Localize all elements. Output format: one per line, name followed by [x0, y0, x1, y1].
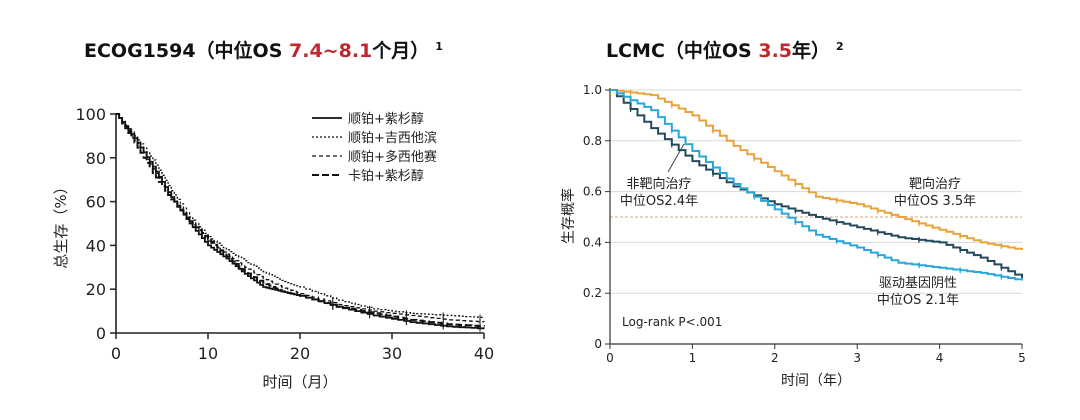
left-x-tick-label: 20: [290, 344, 310, 363]
legend-label-4: 卡铂+紫杉醇: [348, 168, 424, 184]
label-targeted-line1: 靶向治疗: [909, 176, 961, 192]
logrank-annotation: Log-rank P<.001: [622, 315, 722, 329]
left-title-prefix: ECOG1594（中位OS: [84, 40, 290, 62]
series-line-driver_negative: [610, 89, 1023, 281]
right-y-tick-label: 0.8: [583, 134, 602, 148]
right-x-tick-label: 0: [606, 351, 614, 365]
label-targeted-line2: 中位OS 3.5年: [894, 194, 976, 209]
logrank-text: Log-rank P<.001: [622, 315, 722, 329]
right-x-tick-label: 2: [771, 351, 779, 365]
left-axes: [115, 114, 484, 334]
right-x-tick-label: 3: [853, 351, 861, 365]
right-title-highlight: 3.5: [758, 40, 793, 62]
label-non_targeted-line1: 非靶向治疗: [626, 176, 691, 192]
right-y-tick-label: 0.2: [583, 286, 602, 300]
left-title-suffix: 个月）: [372, 40, 430, 62]
left-x-tick-label: 10: [198, 344, 218, 363]
series-line-targeted: [610, 89, 1023, 250]
right-y-tick-label: 0: [594, 337, 602, 351]
right-y-tick-label: 0.6: [583, 185, 602, 199]
label-driver_negative-line2: 中位OS 2.1年: [877, 293, 959, 308]
left-x-tick-label: 30: [382, 344, 402, 363]
left-y-tick-label: 20: [86, 280, 106, 299]
left-chart-title: ECOG1594（中位OS 7.4~8.1个月） 1: [84, 36, 443, 63]
legend-label-2: 顺铂+吉西他滨: [348, 130, 437, 146]
right-y-tick-label: 1.0: [583, 83, 602, 97]
legend-label-3: 顺铂+多西他赛: [348, 149, 437, 165]
left-y-tick-label: 60: [86, 193, 106, 212]
left-y-axis-label: 总生存（%）: [52, 179, 70, 268]
left-series-line-4: [116, 113, 485, 328]
left-survival-chart: 0 20 40 60 80 100 0 10 20 30 40 时间（月） 总生存（%） 顺铂+紫…: [52, 105, 494, 391]
left-y-tick-label: 100: [75, 105, 106, 124]
left-title-reference: 1: [435, 39, 443, 53]
left-y-tick-label: 80: [86, 149, 106, 168]
label-driver_negative-line1: 驱动基因阴性: [879, 276, 957, 291]
right-title-reference: 2: [836, 39, 844, 53]
right-title-prefix: LCMC（中位OS: [606, 40, 759, 62]
left-y-tick-label: 0: [96, 324, 106, 343]
right-title-suffix: 年）: [792, 40, 831, 62]
left-y-tick-label: 40: [86, 236, 106, 255]
legend-label-1: 顺铂+紫杉醇: [348, 111, 424, 127]
label-non_targeted-line2: 中位OS2.4年: [620, 194, 698, 209]
right-y-tick-label: 0.4: [583, 235, 602, 249]
right-x-tick-label: 1: [689, 351, 697, 365]
right-x-tick-label: 5: [1018, 351, 1026, 365]
left-x-axis-label: 时间（月）: [262, 373, 337, 391]
left-title-highlight: 7.4~8.1: [289, 40, 373, 62]
right-x-tick-label: 4: [936, 351, 944, 365]
right-x-axis-label: 时间（年）: [781, 373, 851, 389]
right-chart-title: LCMC（中位OS 3.5年） 2: [606, 36, 844, 63]
right-y-axis-label: 生存概率: [560, 188, 577, 244]
left-series-line-2: [116, 113, 485, 318]
non-targeted-pointer: [667, 143, 685, 173]
series-line-non_targeted: [610, 89, 1023, 278]
left-x-tick-label: 0: [111, 344, 121, 363]
left-x-tick-label: 40: [474, 344, 494, 363]
